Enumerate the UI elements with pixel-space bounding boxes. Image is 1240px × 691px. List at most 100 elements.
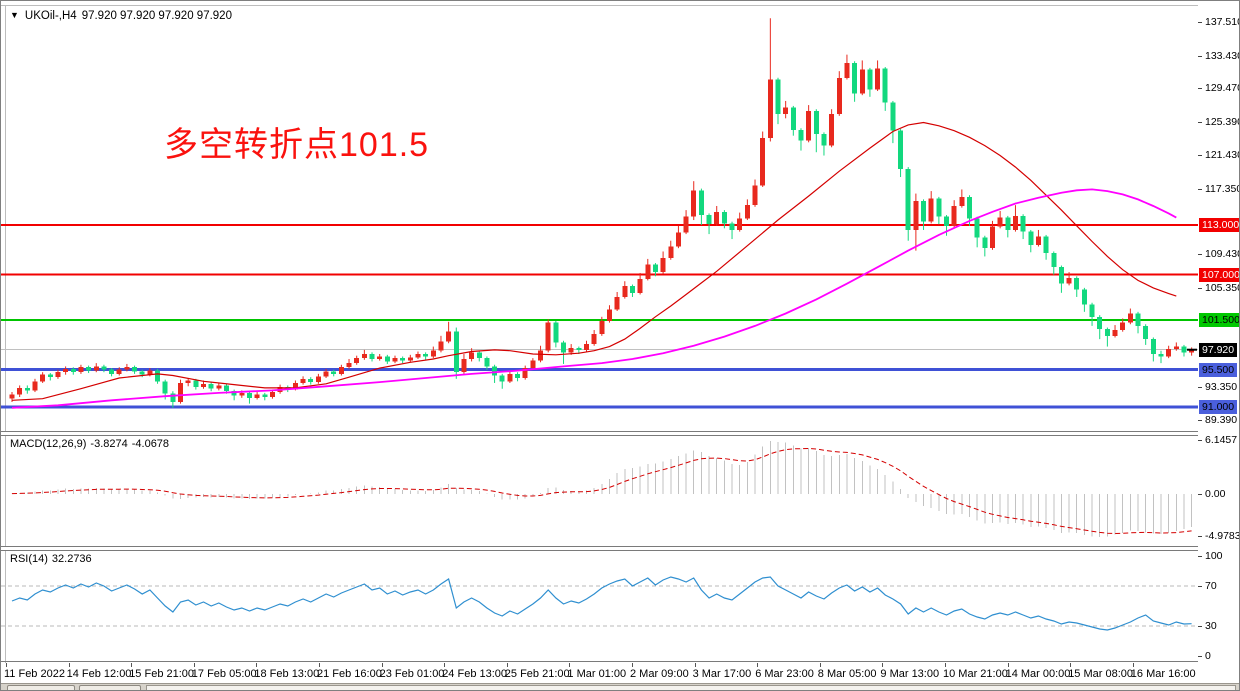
candle-body-up — [836, 77, 842, 115]
price-axis-label: 109.430 — [1205, 248, 1240, 261]
price-level-badge: 107.000 — [1199, 267, 1239, 282]
candle-body-down — [1081, 289, 1087, 305]
candle-body-up — [461, 358, 467, 373]
candle-body-down — [982, 237, 988, 249]
candle-body-down — [1104, 329, 1110, 336]
rsi-panel[interactable] — [1, 550, 1198, 662]
price-axis-tick — [1198, 21, 1202, 23]
time-axis-tick — [68, 663, 70, 667]
time-axis: 11 Feb 2022 14 Feb 12:00 15 Feb 21:00 17 Fe… — [1, 663, 1239, 683]
candle-body-down — [400, 358, 406, 361]
candle-body-down — [453, 331, 459, 373]
candle-body-down — [331, 371, 337, 374]
ma-fast-line — [11, 121, 1177, 401]
candle-body-up — [239, 392, 245, 396]
macd-signal-value: -4.0678 — [131, 438, 170, 450]
time-axis-tick — [1132, 663, 1134, 667]
candle-body-down — [1020, 215, 1026, 232]
price-axis-tick — [1198, 88, 1202, 90]
candle-body-up — [446, 331, 452, 342]
candle-body-down — [384, 356, 390, 362]
candle-body-up — [875, 68, 881, 90]
candle-body-up — [469, 352, 475, 359]
candle-body-up — [530, 360, 536, 369]
candle-body-up — [40, 374, 46, 382]
time-axis-tick — [819, 663, 821, 667]
panel-separator-main-macd[interactable] — [1, 431, 1198, 436]
time-axis-tick — [319, 663, 320, 667]
candle-body-up — [951, 205, 957, 226]
time-axis-label: 3 Mar 17:00 — [692, 668, 752, 680]
candle-body-up — [407, 357, 413, 361]
candle-body-up — [1012, 215, 1018, 230]
time-axis-tick — [444, 663, 446, 667]
rsi-name: RSI(14) — [10, 553, 48, 565]
time-axis-label: 14 Mar 00:00 — [1005, 668, 1071, 680]
candle-body-down — [898, 130, 904, 169]
time-axis-tick — [945, 663, 946, 667]
price-level-badge: 101.500 — [1199, 313, 1239, 328]
candle-body-up — [55, 372, 61, 378]
candle-body-down — [1097, 316, 1103, 330]
chart-tab-1[interactable] — [7, 685, 75, 690]
candle-body-up — [377, 356, 383, 359]
candle-body-up — [806, 110, 812, 141]
candle-body-down — [629, 286, 635, 293]
panel-separator-macd-rsi[interactable] — [1, 546, 1198, 551]
chart-title-bar: ▼ UKOil-,H4 97.920 97.920 97.920 97.920 — [10, 10, 237, 22]
candle-body-down — [652, 264, 658, 273]
candle-body-down — [86, 367, 92, 371]
price-axis-tick — [1198, 55, 1202, 57]
main-price-chart[interactable] — [1, 7, 1198, 432]
candle-body-up — [584, 344, 589, 350]
candle-body-up — [346, 363, 352, 368]
candle-body-up — [767, 79, 773, 139]
candle-body-up — [361, 354, 367, 359]
window-frame-top — [1, 5, 1239, 6]
chart-tab-strip — [146, 685, 1236, 690]
price-axis-tick — [1198, 419, 1202, 421]
candle-body-down — [132, 367, 138, 372]
candle-body-up — [254, 394, 260, 398]
candle-body-down — [798, 129, 804, 141]
candle-body-up — [714, 211, 720, 225]
candle-body-up — [668, 246, 674, 259]
candle-body-down — [790, 107, 796, 130]
chevron-down-icon[interactable]: ▼ — [10, 10, 19, 20]
time-axis-label: 17 Feb 05:00 — [191, 668, 257, 680]
candle-body-down — [921, 201, 927, 222]
candle-body-up — [737, 218, 743, 230]
candle-body-down — [223, 385, 229, 392]
candle-body-down — [729, 223, 735, 230]
macd-axis-label: 6.1457 — [1205, 434, 1238, 447]
price-axis-tick — [1198, 122, 1202, 124]
candle-body-down — [936, 198, 942, 217]
time-axis-tick — [757, 663, 759, 667]
candle-body-up — [683, 216, 689, 233]
candle-body-up — [1066, 277, 1072, 284]
time-axis-tick — [1007, 663, 1009, 667]
candle-body-up — [32, 381, 38, 391]
candle-body-up — [989, 226, 995, 249]
price-axis-label: 121.430 — [1205, 148, 1240, 161]
candle-body-up — [392, 358, 398, 362]
candle-body-down — [231, 391, 237, 396]
candle-body-down — [1143, 325, 1149, 340]
candle-body-down — [246, 392, 252, 398]
candle-body-down — [162, 381, 168, 394]
macd-panel[interactable] — [1, 435, 1198, 547]
candle-body-up — [744, 205, 750, 219]
chart-tab-2[interactable] — [79, 685, 141, 690]
time-axis-tick — [193, 663, 195, 667]
price-axis-label: 89.390 — [1205, 413, 1238, 426]
candle-body-up — [1127, 313, 1133, 323]
macd-axis-label: 0.00 — [1205, 487, 1226, 500]
candle-body-down — [698, 190, 704, 216]
candle-body-up — [675, 232, 681, 247]
candle-body-up — [859, 69, 865, 94]
candle-body-down — [944, 216, 950, 226]
candle-body-up — [1189, 349, 1195, 353]
rsi-axis-label: 100 — [1205, 549, 1223, 562]
ma-slow-line — [11, 188, 1177, 409]
candle-body-up — [178, 382, 184, 402]
